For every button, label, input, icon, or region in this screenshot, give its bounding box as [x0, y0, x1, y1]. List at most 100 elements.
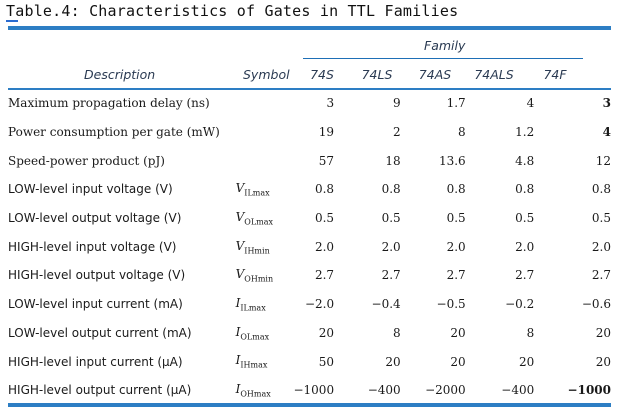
family-header: Family — [424, 38, 466, 53]
column-header-74als: 74ALS — [474, 67, 514, 82]
value-cell: 18 — [385, 153, 401, 168]
value-cell: −0.6 — [581, 297, 611, 312]
row-symbol — [236, 89, 287, 118]
value-cell: 4.8 — [515, 153, 535, 168]
row-description: Speed-power product (pJ) — [8, 153, 165, 168]
table-row: Power consumption per gate (mW) 19 2 8 1.2 4 — [8, 118, 611, 147]
row-description: Power consumption per gate (mW) — [8, 125, 220, 140]
value-cell: 2 — [393, 125, 401, 140]
symbol-subscript: ILmax — [240, 303, 266, 313]
table-caption: Table.4: Characteristics of Gates in TTL… — [6, 2, 459, 20]
value-cell: 2.7 — [381, 268, 401, 283]
row-symbol: VILmax — [236, 175, 287, 204]
symbol-letter: V — [235, 209, 245, 224]
symbol-letter: I — [235, 353, 241, 368]
table-row: LOW-level output voltage (V) VOLmax 0.5 0.5… — [8, 204, 611, 233]
value-cell: −1000 — [567, 383, 611, 398]
row-description: HIGH-level input current (μA) — [8, 354, 183, 369]
table-row: LOW-level input voltage (V) VILmax 0.8 0.8 0… — [8, 175, 611, 204]
symbol-letter: I — [235, 295, 241, 310]
value-cell: 8 — [393, 325, 401, 340]
value-cell: −400 — [501, 383, 535, 398]
value-cell: 20 — [385, 354, 401, 369]
value-cell: 0.8 — [591, 182, 611, 197]
row-description: Maximum propagation delay (ns) — [8, 96, 210, 111]
row-symbol: IOHmax — [236, 376, 287, 405]
value-cell: 2.7 — [515, 268, 535, 283]
row-description: HIGH-level output voltage (V) — [8, 268, 186, 283]
symbol-letter: V — [235, 238, 245, 253]
symbol-subscript: OLmax — [240, 332, 270, 342]
column-header-74as: 74AS — [418, 67, 452, 82]
symbol-subscript: OHmax — [240, 389, 271, 399]
value-cell: 0.5 — [591, 211, 611, 226]
value-cell: −1000 — [293, 383, 335, 398]
column-header-74s: 74S — [310, 67, 334, 82]
value-cell: 0.8 — [314, 182, 335, 197]
row-description: LOW-level output current (mA) — [8, 325, 192, 340]
value-cell: −2000 — [425, 383, 466, 398]
value-cell: 8 — [458, 125, 466, 140]
value-cell: 0.5 — [381, 211, 401, 226]
value-cell: 20 — [318, 325, 335, 340]
value-cell: 0.5 — [515, 211, 535, 226]
value-cell: 0.8 — [446, 182, 466, 197]
characteristics-table: Maximum propagation delay (ns) 3 9 1.7 4 3 Pow… — [8, 89, 611, 405]
value-cell: 0.8 — [381, 182, 401, 197]
row-symbol: IIHmax — [236, 347, 287, 376]
value-cell: 8 — [526, 325, 535, 340]
row-description: LOW-level input current (mA) — [8, 297, 183, 312]
row-symbol — [236, 118, 287, 147]
row-symbol: VOLmax — [236, 204, 287, 233]
row-description: LOW-level output voltage (V) — [8, 211, 182, 226]
value-cell: 13.6 — [438, 153, 466, 168]
value-cell: 2.7 — [446, 268, 466, 283]
table-row: Maximum propagation delay (ns) 3 9 1.7 4 3 — [8, 89, 611, 118]
value-cell: 12 — [595, 153, 611, 168]
column-header-74f: 74F — [543, 67, 567, 82]
table-row: HIGH-level input voltage (V) VIHmin 2.0 2.0… — [8, 232, 611, 261]
symbol-subscript: ILmax — [244, 188, 270, 198]
symbol-subscript: IHmax — [240, 360, 268, 370]
value-cell: 20 — [595, 325, 611, 340]
value-cell: 19 — [318, 125, 335, 140]
row-symbol: VOHmin — [236, 261, 287, 290]
row-symbol: VIHmin — [236, 232, 287, 261]
value-cell: 2.0 — [446, 239, 466, 254]
table-row: LOW-level input current (mA) IILmax −2.0 −0… — [8, 290, 611, 319]
value-cell: 1.2 — [515, 125, 535, 140]
table-row: HIGH-level input current (μA) IIHmax 50 20 2… — [8, 347, 611, 376]
table-top-rule — [8, 26, 611, 30]
value-cell: 57 — [318, 153, 335, 168]
value-cell: 4 — [526, 96, 535, 111]
row-symbol — [236, 146, 287, 175]
table-row: LOW-level output current (mA) IOLmax 20 8 20… — [8, 319, 611, 348]
description-header: Description — [84, 67, 156, 82]
value-cell: 0.5 — [314, 211, 335, 226]
value-cell: 1.7 — [446, 96, 466, 111]
symbol-subscript: OHmin — [244, 274, 274, 284]
symbol-letter: V — [235, 181, 245, 196]
family-rule — [303, 58, 583, 59]
table-row: HIGH-level output voltage (V) VOHmin 2.7 2.… — [8, 261, 611, 290]
symbol-subscript: OLmax — [244, 217, 274, 227]
table-bottom-rule — [8, 403, 611, 407]
value-cell: 20 — [450, 354, 466, 369]
header-rule — [8, 88, 611, 90]
value-cell: 0.8 — [515, 182, 535, 197]
value-cell: 2.0 — [591, 239, 611, 254]
value-cell: 2.0 — [314, 239, 335, 254]
column-header-74ls: 74LS — [361, 67, 393, 82]
symbol-subscript: IHmin — [244, 245, 270, 255]
value-cell: −400 — [367, 383, 401, 398]
value-cell: −2.0 — [304, 297, 335, 312]
value-cell: 0.5 — [446, 211, 466, 226]
value-cell: 20 — [450, 325, 466, 340]
table-row: HIGH-level output current (μA) IOHmax −100… — [8, 376, 611, 405]
table-row: Speed-power product (pJ) 57 18 13.6 4.8 12 — [8, 146, 611, 175]
row-symbol: IILmax — [236, 290, 287, 319]
value-cell: 2.0 — [381, 239, 401, 254]
value-cell: 9 — [393, 96, 401, 111]
symbol-header: Symbol — [243, 67, 290, 82]
row-description: HIGH-level output current (μA) — [8, 383, 192, 398]
